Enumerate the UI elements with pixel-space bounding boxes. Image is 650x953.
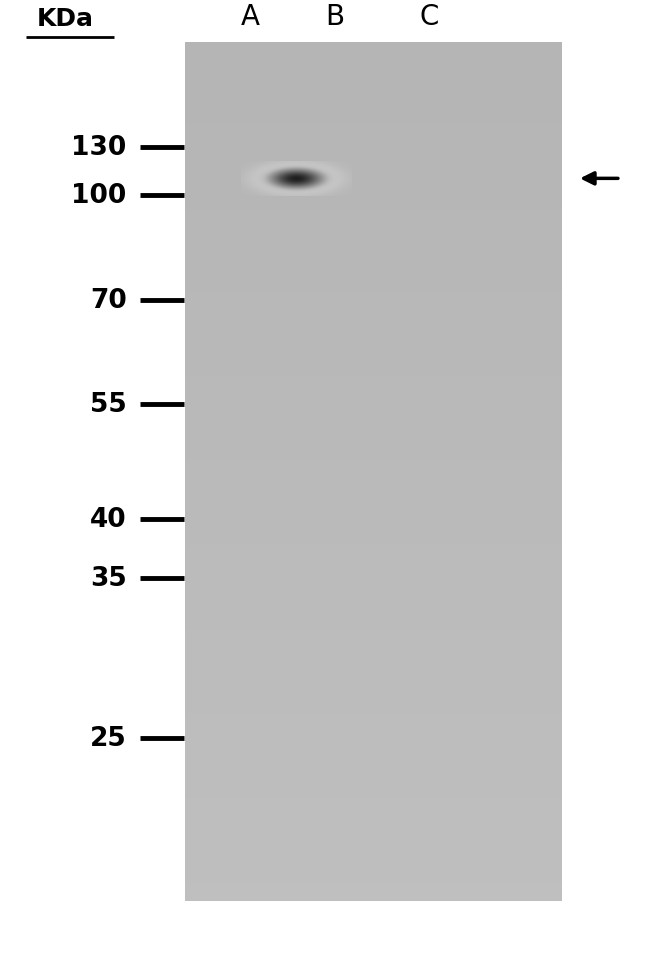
Bar — [185, 43, 562, 901]
Text: A: A — [240, 3, 260, 30]
Text: 100: 100 — [72, 182, 127, 209]
Text: C: C — [419, 3, 439, 30]
Text: 35: 35 — [90, 565, 127, 592]
Text: 40: 40 — [90, 506, 127, 533]
Text: 25: 25 — [90, 725, 127, 752]
Text: 55: 55 — [90, 392, 127, 418]
Text: 70: 70 — [90, 287, 127, 314]
Text: KDa: KDa — [36, 7, 94, 30]
Text: B: B — [325, 3, 344, 30]
Text: 130: 130 — [72, 134, 127, 161]
